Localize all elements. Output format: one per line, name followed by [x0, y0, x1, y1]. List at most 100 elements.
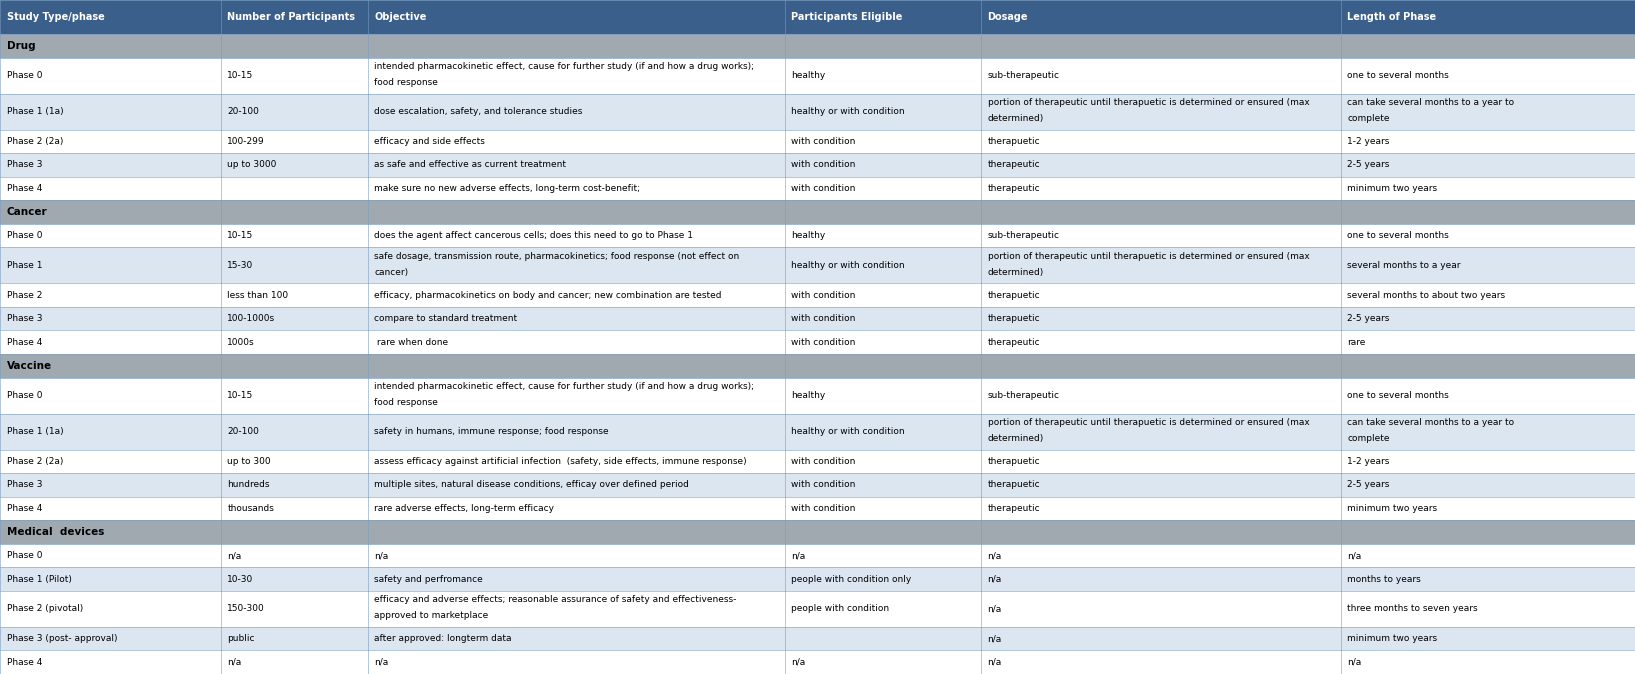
Text: efficacy, pharmacokinetics on body and cancer; new combination are tested: efficacy, pharmacokinetics on body and c…	[374, 290, 723, 300]
Bar	[785, 307, 981, 330]
Bar	[221, 283, 368, 307]
Text: Phase 1: Phase 1	[7, 261, 43, 270]
Text: with condition: with condition	[791, 457, 855, 466]
Bar	[785, 177, 981, 200]
Text: 100-1000s: 100-1000s	[227, 314, 275, 324]
Text: therapeutic: therapeutic	[988, 504, 1040, 513]
Bar	[0, 497, 221, 520]
Text: hundreds: hundreds	[227, 481, 270, 489]
Text: 20-100: 20-100	[227, 427, 258, 436]
Bar	[1341, 247, 1635, 283]
Text: Participants Eligible: Participants Eligible	[791, 12, 903, 22]
Text: therapuetic: therapuetic	[988, 314, 1040, 324]
Bar	[368, 0, 785, 34]
Bar	[0, 591, 221, 627]
Text: people with condition only: people with condition only	[791, 575, 912, 584]
Bar	[221, 94, 368, 129]
Text: n/a: n/a	[988, 575, 1002, 584]
Bar	[1341, 450, 1635, 473]
Text: Phase 4: Phase 4	[7, 338, 43, 346]
Text: safe dosage, transmission route, pharmacokinetics; food response (not effect on: safe dosage, transmission route, pharmac…	[374, 251, 739, 261]
Text: intended pharmacokinetic effect, cause for further study (if and how a drug work: intended pharmacokinetic effect, cause f…	[374, 382, 754, 391]
Text: healthy: healthy	[791, 231, 826, 240]
Bar	[1341, 497, 1635, 520]
Text: up to 300: up to 300	[227, 457, 271, 466]
Bar	[368, 283, 785, 307]
Bar	[368, 544, 785, 568]
Text: healthy: healthy	[791, 71, 826, 80]
Text: Phase 1 (Pilot): Phase 1 (Pilot)	[7, 575, 72, 584]
Bar	[1341, 307, 1635, 330]
Bar	[368, 473, 785, 497]
Text: 10-30: 10-30	[227, 575, 253, 584]
Text: minimum two years: minimum two years	[1347, 504, 1437, 513]
Text: n/a: n/a	[988, 551, 1002, 560]
Text: Objective: Objective	[374, 12, 427, 22]
Bar	[221, 129, 368, 153]
Bar	[785, 247, 981, 283]
Text: with condition: with condition	[791, 481, 855, 489]
Bar	[785, 153, 981, 177]
Text: determined): determined)	[988, 434, 1043, 443]
Bar	[368, 330, 785, 354]
Bar	[1341, 330, 1635, 354]
Bar	[368, 247, 785, 283]
Bar	[785, 58, 981, 94]
Bar	[981, 414, 1341, 450]
Text: Phase 4: Phase 4	[7, 658, 43, 667]
Text: make sure no new adverse effects, long-term cost-benefit;: make sure no new adverse effects, long-t…	[374, 184, 641, 193]
Bar	[221, 330, 368, 354]
Text: three months to seven years: three months to seven years	[1347, 605, 1478, 613]
Bar	[981, 58, 1341, 94]
Bar	[0, 568, 221, 591]
Text: Phase 0: Phase 0	[7, 71, 43, 80]
Text: healthy: healthy	[791, 391, 826, 400]
Bar	[221, 307, 368, 330]
Text: n/a: n/a	[988, 605, 1002, 613]
Bar	[221, 627, 368, 650]
Text: approved to marketplace: approved to marketplace	[374, 611, 489, 620]
Text: intended pharmacokinetic effect, cause for further study (if and how a drug work: intended pharmacokinetic effect, cause f…	[374, 62, 754, 71]
Text: Dosage: Dosage	[988, 12, 1028, 22]
Text: 100-299: 100-299	[227, 137, 265, 146]
Bar	[1341, 129, 1635, 153]
Bar	[368, 153, 785, 177]
Text: Length of Phase: Length of Phase	[1347, 12, 1437, 22]
Bar	[368, 568, 785, 591]
Text: Phase 2 (2a): Phase 2 (2a)	[7, 457, 62, 466]
Bar	[981, 544, 1341, 568]
Text: Cancer: Cancer	[7, 207, 47, 217]
Bar	[981, 283, 1341, 307]
Text: 10-15: 10-15	[227, 231, 253, 240]
Text: 150-300: 150-300	[227, 605, 265, 613]
Text: food response: food response	[374, 78, 438, 87]
Text: several months to about two years: several months to about two years	[1347, 290, 1506, 300]
Bar	[368, 591, 785, 627]
Bar	[785, 377, 981, 414]
Bar	[0, 450, 221, 473]
Text: people with condition: people with condition	[791, 605, 889, 613]
Text: Phase 2 (pivotal): Phase 2 (pivotal)	[7, 605, 83, 613]
Bar	[981, 473, 1341, 497]
Text: n/a: n/a	[374, 551, 389, 560]
Bar	[368, 414, 785, 450]
Text: n/a: n/a	[227, 551, 242, 560]
Bar	[368, 307, 785, 330]
Text: Phase 3: Phase 3	[7, 481, 43, 489]
Bar	[1341, 473, 1635, 497]
Text: complete: complete	[1347, 114, 1390, 123]
Bar	[221, 473, 368, 497]
Text: Study Type/phase: Study Type/phase	[7, 12, 105, 22]
Bar	[368, 58, 785, 94]
Bar	[1341, 224, 1635, 247]
Bar	[368, 450, 785, 473]
Text: Phase 0: Phase 0	[7, 551, 43, 560]
Bar	[221, 177, 368, 200]
Text: Phase 4: Phase 4	[7, 504, 43, 513]
Bar	[785, 283, 981, 307]
Bar	[221, 414, 368, 450]
Bar	[0, 473, 221, 497]
Text: n/a: n/a	[374, 658, 389, 667]
Text: 1000s: 1000s	[227, 338, 255, 346]
Bar	[368, 650, 785, 674]
